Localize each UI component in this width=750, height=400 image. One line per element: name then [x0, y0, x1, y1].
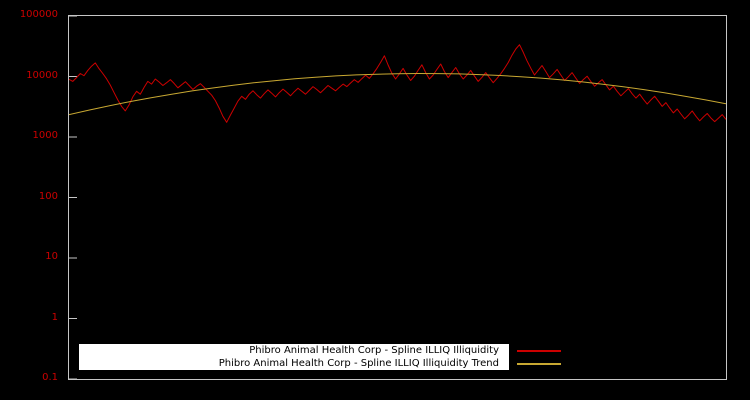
y-tick-label: 1000 — [32, 130, 58, 141]
y-tick-label: 100 — [38, 191, 58, 202]
legend-row-trend: Phibro Animal Health Corp - Spline ILLIQ… — [79, 357, 561, 370]
trend-line-swatch — [517, 362, 561, 365]
red-line-swatch — [517, 349, 561, 352]
illiquidity-line — [69, 44, 726, 123]
legend-row-illiq: Phibro Animal Health Corp - Spline ILLIQ… — [79, 344, 561, 357]
plot-area: Phibro Animal Health Corp - Spline ILLIQ… — [68, 15, 727, 380]
y-tick-label: 100000 — [19, 9, 58, 20]
y-tick-label: 10000 — [26, 70, 58, 81]
y-tick-label: 10 — [45, 251, 58, 262]
legend-label-illiq: Phibro Animal Health Corp - Spline ILLIQ… — [79, 344, 509, 357]
y-tick-label: 0.1 — [42, 372, 58, 383]
y-axis-labels: 100000 10000 1000 100 10 1 0.1 — [0, 0, 62, 400]
y-tick-label: 1 — [51, 312, 58, 323]
plot-canvas — [69, 16, 726, 379]
legend-label-trend: Phibro Animal Health Corp - Spline ILLIQ… — [79, 357, 509, 370]
legend: Phibro Animal Health Corp - Spline ILLIQ… — [79, 344, 561, 370]
illiquidity-trend-line — [69, 73, 726, 116]
